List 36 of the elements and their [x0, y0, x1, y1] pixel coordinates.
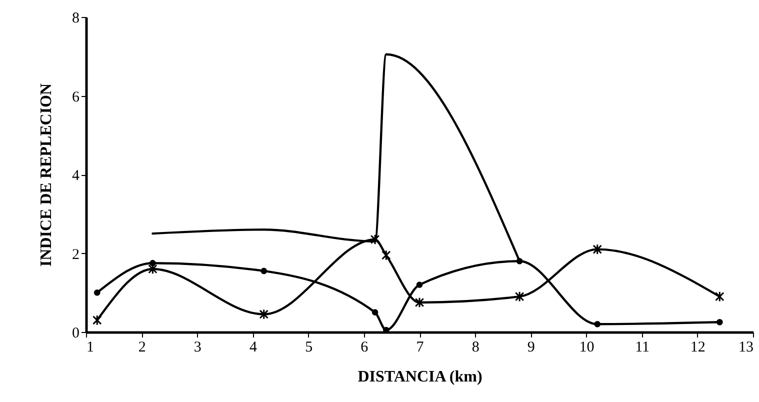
- y-tick-label: 6: [72, 89, 80, 106]
- y-tick-label: 4: [72, 168, 80, 184]
- point: [414, 297, 424, 308]
- x-axis-title: DISTANCIA (km): [358, 368, 482, 386]
- x-tick-label: 10: [579, 340, 594, 356]
- point: [514, 291, 524, 302]
- point: [148, 264, 158, 274]
- point: [715, 291, 724, 302]
- point: [372, 309, 378, 316]
- point: [92, 314, 102, 326]
- x-tick-label: 2: [138, 340, 146, 356]
- y-tick-label: 0: [72, 326, 80, 342]
- x-tick-label: 5: [305, 340, 313, 356]
- point: [592, 244, 602, 255]
- point: [716, 319, 723, 326]
- x-tick-label: 7: [416, 340, 424, 356]
- point: [594, 320, 601, 328]
- y-tick-label: 2: [72, 246, 80, 263]
- x-tick-label: 12: [690, 340, 706, 356]
- point: [260, 268, 268, 274]
- y-axis-title: INDICE DE REPLECION: [38, 82, 55, 267]
- point: [259, 308, 268, 320]
- x-tick-label: 8: [472, 340, 480, 356]
- y-tick-label: 8: [72, 10, 80, 26]
- x-tick-label: 13: [738, 340, 754, 356]
- x-tick-label: 11: [635, 340, 650, 356]
- point: [150, 260, 156, 266]
- x-tick-label: 1: [86, 340, 94, 356]
- point: [94, 289, 100, 296]
- x-tick-label: 4: [250, 340, 258, 356]
- x-tick-label: 9: [527, 340, 535, 356]
- point: [416, 282, 423, 288]
- point: [382, 250, 391, 261]
- x-tick-label: 6: [360, 340, 369, 356]
- point: [370, 234, 380, 245]
- x-tick-label: 3: [194, 340, 202, 356]
